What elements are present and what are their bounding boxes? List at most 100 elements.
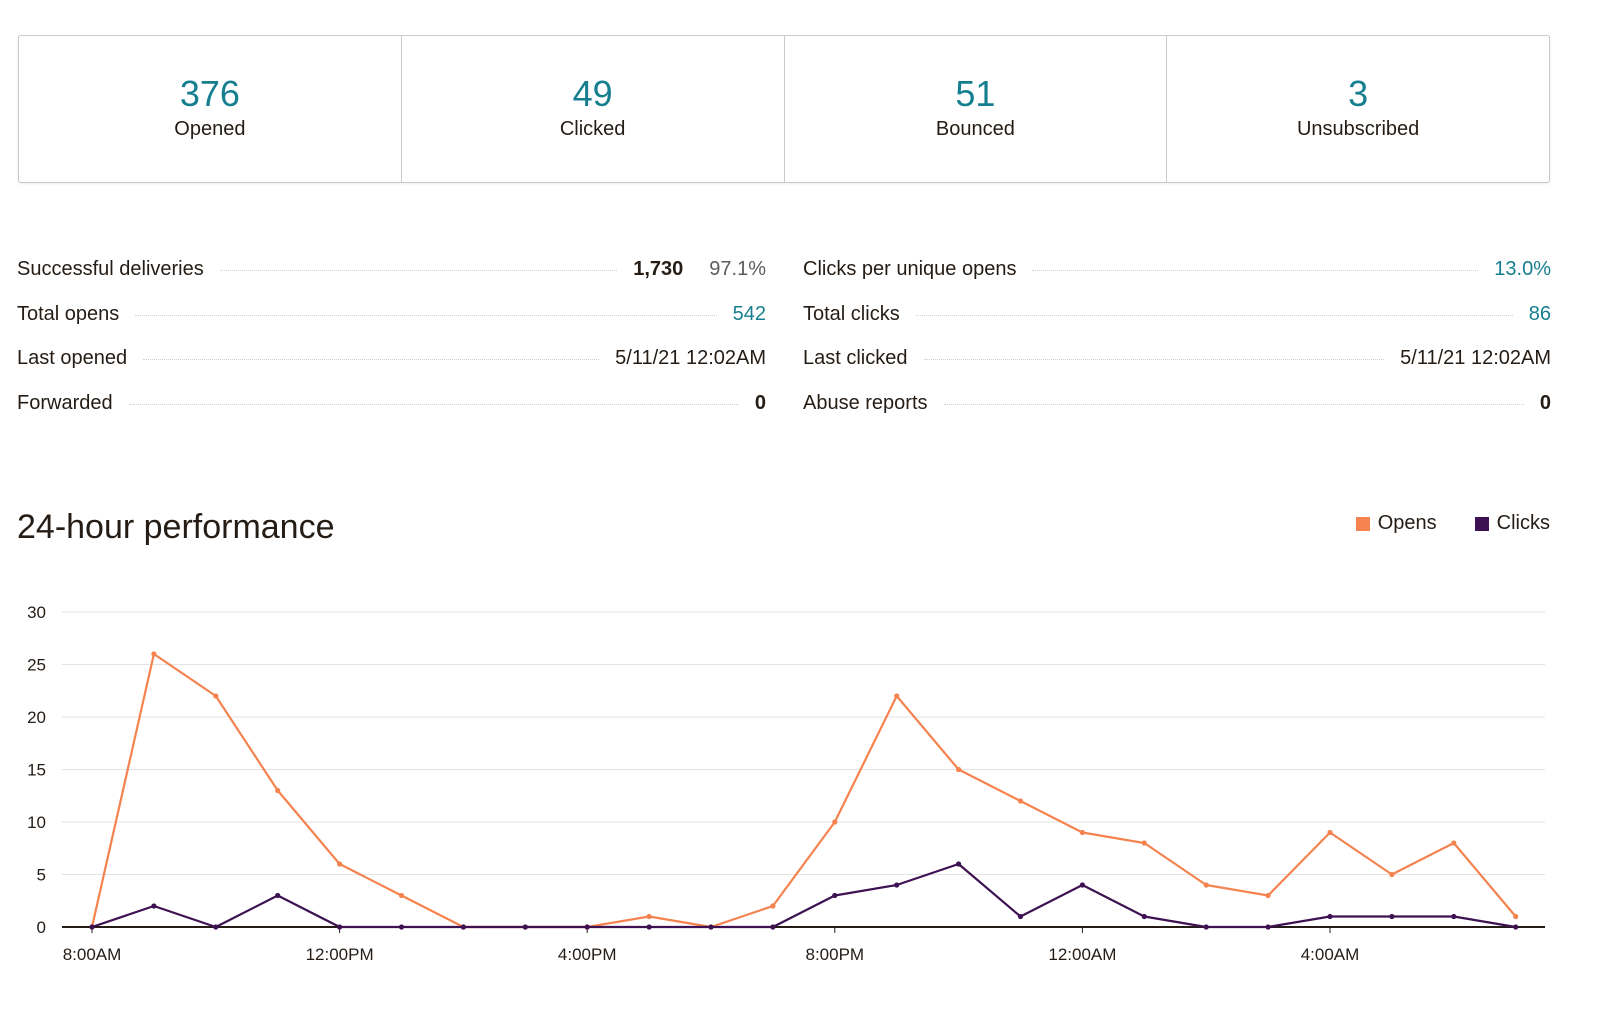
legend-label: Opens: [1377, 512, 1437, 534]
metric-percent: 97.1%: [709, 258, 766, 280]
data-point-clicks: [1327, 913, 1333, 920]
stat-value: 376: [179, 73, 240, 114]
data-point-opens: [832, 819, 838, 825]
data-point-clicks: [1513, 924, 1519, 930]
metric-value: 5/11/21 12:02AM: [1400, 347, 1551, 369]
data-point-clicks: [1265, 924, 1271, 930]
metric-value: 1,730: [633, 258, 684, 280]
clicks-swatch-icon: [1474, 516, 1489, 531]
stat-bounced[interactable]: 51 Bounced: [785, 36, 1168, 182]
y-tick-label: 15: [27, 761, 46, 780]
data-point-clicks: [1451, 913, 1457, 920]
data-point-opens: [1141, 840, 1147, 846]
x-tick-label: 4:00AM: [1301, 945, 1360, 964]
metric-total-opens: Total opens 542: [17, 303, 766, 348]
dotted-leader: [1032, 270, 1479, 271]
metrics-left: Successful deliveries 1,730 97.1% Total …: [17, 258, 766, 436]
data-point-clicks: [1017, 913, 1024, 920]
y-tick-label: 10: [27, 813, 46, 832]
metric-last-opened: Last opened 5/11/21 12:02AM: [17, 347, 766, 392]
data-point-clicks: [337, 924, 343, 930]
data-point-opens: [1451, 840, 1457, 846]
data-point-clicks: [956, 861, 962, 867]
metric-label: Last clicked: [803, 347, 908, 369]
metric-label: Total opens: [17, 302, 120, 325]
data-point-opens: [151, 651, 157, 657]
chart-title: 24-hour performance: [17, 508, 335, 546]
data-point-opens: [894, 693, 900, 699]
x-tick-label: 8:00PM: [806, 945, 865, 964]
dotted-leader: [143, 359, 600, 360]
metric-label: Successful deliveries: [17, 258, 204, 280]
stat-value: 51: [955, 73, 996, 114]
stat-opened[interactable]: 376 Opened: [19, 36, 402, 182]
y-tick-label: 0: [37, 918, 46, 937]
metric-value: 0: [754, 391, 766, 414]
data-point-opens: [213, 693, 219, 699]
data-point-opens: [1079, 829, 1085, 836]
metric-successful-deliveries: Successful deliveries 1,730 97.1%: [17, 258, 766, 303]
legend-item-opens[interactable]: Opens: [1355, 512, 1437, 535]
metric-value: 5/11/21 12:02AM: [615, 347, 766, 369]
data-point-opens: [398, 892, 405, 899]
data-point-opens: [337, 861, 343, 867]
stat-label: Opened: [174, 118, 246, 140]
stat-value: 3: [1348, 73, 1369, 114]
metric-label: Last opened: [17, 347, 128, 369]
y-tick-label: 30: [27, 603, 46, 622]
data-point-opens: [1513, 913, 1519, 920]
stat-label: Bounced: [935, 118, 1015, 140]
data-point-clicks: [1141, 913, 1147, 920]
metric-label: Clicks per unique opens: [803, 258, 1017, 280]
metric-forwarded: Forwarded 0: [17, 392, 766, 437]
dotted-leader: [915, 314, 1513, 316]
data-point-opens: [1017, 798, 1024, 804]
metric-clicks-per-unique-opens: Clicks per unique opens 13.0%: [803, 258, 1551, 303]
summary-stats: 376 Opened 49 Clicked 51 Bounced 3 Unsub…: [18, 35, 1550, 183]
series-line-opens: [90, 652, 1517, 929]
dotted-leader: [135, 314, 717, 316]
dotted-leader: [128, 403, 739, 405]
metric-abuse-reports: Abuse reports 0: [803, 392, 1551, 437]
data-point-clicks: [1203, 924, 1209, 930]
data-point-clicks: [1079, 882, 1085, 888]
y-tick-label: 25: [27, 656, 46, 675]
y-tick-label: 5: [37, 866, 46, 885]
chart-legend: Opens Clicks: [1318, 512, 1550, 535]
data-point-clicks: [832, 892, 838, 899]
legend-item-clicks[interactable]: Clicks: [1474, 512, 1550, 535]
stat-label: Unsubscribed: [1296, 118, 1420, 140]
stat-label: Clicked: [559, 118, 626, 140]
data-point-clicks: [213, 924, 219, 930]
data-point-clicks: [398, 924, 405, 930]
data-point-clicks: [275, 892, 281, 899]
data-point-opens: [956, 766, 962, 773]
data-point-clicks: [708, 924, 714, 930]
dotted-leader: [219, 270, 618, 271]
total-clicks-link[interactable]: 86: [1528, 302, 1551, 325]
metric-value: 0: [1539, 391, 1551, 414]
data-point-clicks: [460, 924, 466, 930]
metric-label: Abuse reports: [803, 391, 928, 414]
data-point-opens: [770, 903, 776, 909]
x-tick-label: 12:00AM: [1048, 945, 1116, 964]
data-point-opens: [1389, 871, 1395, 878]
data-point-clicks: [522, 924, 528, 930]
stat-unsubscribed[interactable]: 3 Unsubscribed: [1167, 36, 1549, 182]
dotted-leader: [923, 359, 1385, 360]
data-point-clicks: [894, 882, 900, 888]
x-tick-label: 8:00AM: [63, 945, 122, 964]
x-tick-label: 12:00PM: [306, 945, 374, 964]
data-point-opens: [275, 787, 281, 794]
metric-total-clicks: Total clicks 86: [803, 303, 1551, 348]
y-tick-label: 20: [27, 708, 46, 727]
data-point-opens: [1203, 882, 1209, 888]
data-point-opens: [1327, 829, 1333, 836]
total-opens-link[interactable]: 542: [732, 302, 766, 325]
data-point-clicks: [584, 924, 590, 930]
clicks-per-unique-opens-link[interactable]: 13.0%: [1494, 258, 1551, 280]
opens-swatch-icon: [1355, 516, 1370, 531]
metric-label: Forwarded: [17, 391, 113, 414]
legend-label: Clicks: [1496, 512, 1550, 534]
stat-clicked[interactable]: 49 Clicked: [402, 36, 785, 182]
